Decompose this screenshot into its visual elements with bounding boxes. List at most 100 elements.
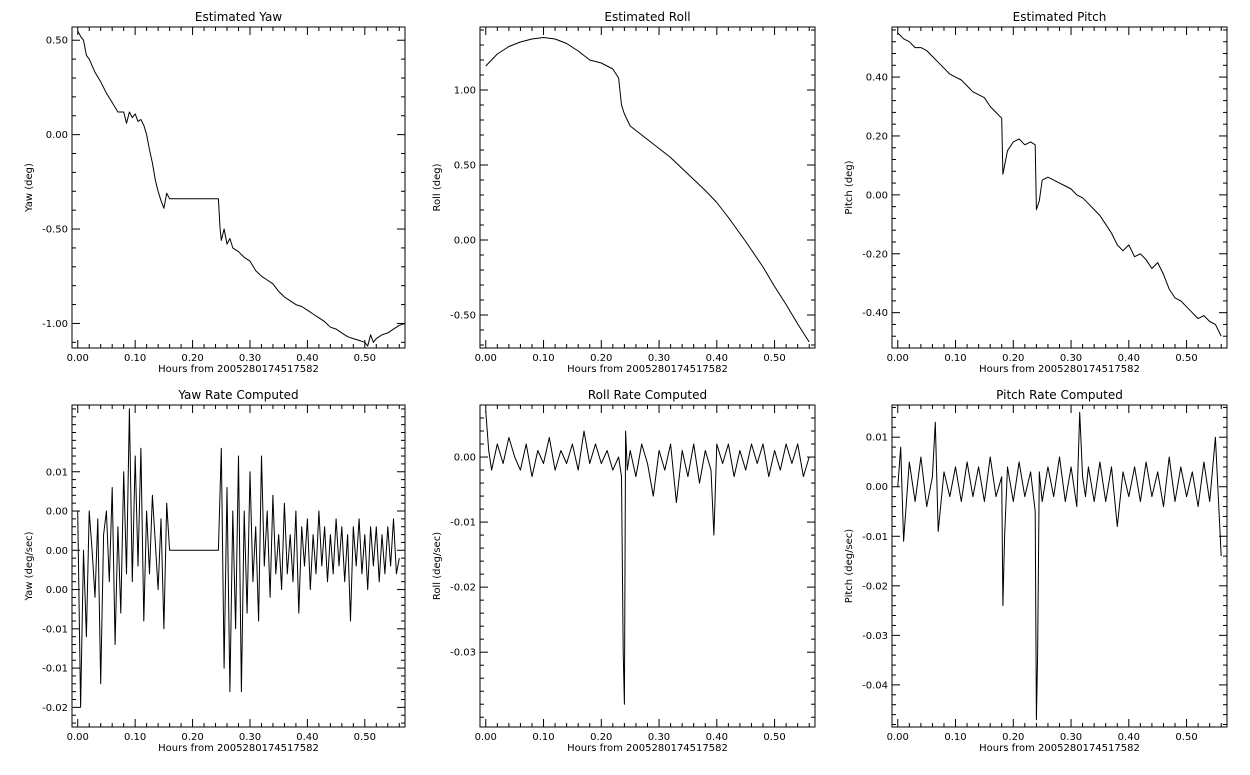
series-line <box>897 411 1222 721</box>
y-tick-label: 0.00 <box>454 236 476 247</box>
x-tick-label: 0.10 <box>124 353 146 364</box>
x-tick-label: 0.00 <box>67 353 89 364</box>
y-tick-label: 0.01 <box>46 467 68 478</box>
x-tick-label: 0.00 <box>67 732 89 743</box>
series-line <box>77 408 400 708</box>
y-axis-label: Yaw (deg/sec) <box>24 531 35 601</box>
y-tick-label: 0.00 <box>46 130 68 141</box>
y-tick-label: -0.01 <box>862 532 888 543</box>
series-line <box>897 32 1222 337</box>
series-line <box>485 37 810 343</box>
x-axis-label: Hours from 2005280174517582 <box>567 364 728 375</box>
y-axis-label: Pitch (deg) <box>844 160 855 214</box>
y-tick-label: 1.00 <box>454 86 476 97</box>
x-axis-label: Hours from 2005280174517582 <box>158 364 319 375</box>
x-tick-label: 0.20 <box>181 732 203 743</box>
x-tick-label: 0.30 <box>648 353 670 364</box>
x-tick-label: 0.40 <box>296 353 318 364</box>
chart-panel-2: Estimated Roll 0.00 0.10 0.20 0.30 0.40 0.50 -0… <box>432 10 816 375</box>
chart-title: Pitch Rate Computed <box>996 388 1123 402</box>
x-axis-label: Hours from 2005280174517582 <box>979 364 1140 375</box>
chart-panel-5: Roll Rate Computed 0.00 0.10 0.20 0.30 0.40 0.… <box>432 388 816 754</box>
y-tick-label: 0.00 <box>866 190 888 201</box>
x-tick-label: 0.20 <box>1002 732 1024 743</box>
x-tick-label: 0.10 <box>944 353 966 364</box>
plot-frame <box>479 26 816 349</box>
y-tick-label: 0.00 <box>46 585 68 596</box>
x-tick-label: 0.20 <box>590 353 612 364</box>
chart-title: Estimated Roll <box>604 10 690 24</box>
y-tick-label: 0.20 <box>866 131 888 142</box>
y-tick-label: 0.50 <box>46 36 68 47</box>
x-tick-label: 0.20 <box>1002 353 1024 364</box>
y-tick-label: -0.02 <box>862 581 888 592</box>
x-tick-label: 0.50 <box>354 353 376 364</box>
chart-title: Estimated Pitch <box>1013 10 1107 24</box>
x-tick-label: 0.50 <box>1175 353 1197 364</box>
x-tick-label: 0.50 <box>763 353 785 364</box>
y-tick-label: 0.01 <box>866 433 888 444</box>
x-tick-label: 0.20 <box>181 353 203 364</box>
y-tick-label: 0.00 <box>866 482 888 493</box>
x-tick-label: 0.50 <box>763 732 785 743</box>
y-tick-label: 0.00 <box>46 546 68 557</box>
y-tick-label: -0.20 <box>862 249 888 260</box>
x-tick-label: 0.50 <box>1175 732 1197 743</box>
x-tick-label: 0.40 <box>706 353 728 364</box>
x-axis-label: Hours from 2005280174517582 <box>567 743 728 754</box>
series-line <box>485 411 810 705</box>
chart-title: Yaw Rate Computed <box>177 388 298 402</box>
x-tick-label: 0.00 <box>887 732 909 743</box>
chart-title: Roll Rate Computed <box>588 388 707 402</box>
y-tick-label: -0.02 <box>42 703 68 714</box>
y-tick-label: -0.50 <box>42 225 68 236</box>
y-tick-label: -0.04 <box>862 680 888 691</box>
y-tick-label: -0.40 <box>862 308 888 319</box>
x-tick-label: 0.30 <box>648 732 670 743</box>
y-tick-label: -0.03 <box>450 648 476 659</box>
x-tick-label: 0.40 <box>1118 353 1140 364</box>
x-tick-label: 0.10 <box>532 732 554 743</box>
y-axis-label: Roll (deg) <box>432 163 443 211</box>
x-tick-label: 0.10 <box>944 732 966 743</box>
y-axis-label: Roll (deg/sec) <box>432 532 443 600</box>
y-tick-label: 0.00 <box>46 507 68 518</box>
plot-frame <box>71 26 406 349</box>
y-tick-label: -0.01 <box>42 664 68 675</box>
x-tick-label: 0.00 <box>475 732 497 743</box>
y-tick-label: -0.03 <box>862 631 888 642</box>
y-axis-label: Yaw (deg) <box>24 163 35 213</box>
x-tick-label: 0.30 <box>239 353 261 364</box>
x-tick-label: 0.30 <box>1060 353 1082 364</box>
chart-title: Estimated Yaw <box>195 10 282 24</box>
x-tick-label: 0.40 <box>296 732 318 743</box>
x-tick-label: 0.10 <box>532 353 554 364</box>
y-tick-label: 0.00 <box>454 453 476 464</box>
chart-panel-4: Yaw Rate Computed 0.00 0.10 0.20 0.30 0.40 0.5… <box>24 388 406 754</box>
y-tick-label: 0.40 <box>866 73 888 84</box>
x-tick-label: 0.30 <box>239 732 261 743</box>
x-tick-label: 0.10 <box>124 732 146 743</box>
y-tick-label: -0.02 <box>450 583 476 594</box>
x-tick-label: 0.30 <box>1060 732 1082 743</box>
chart-panel-1: Estimated Yaw 0.00 0.10 0.20 0.30 0.40 0.50 -1.… <box>24 10 406 375</box>
y-tick-label: -0.01 <box>450 518 476 529</box>
y-tick-label: -1.00 <box>42 319 68 330</box>
x-tick-label: 0.40 <box>1118 732 1140 743</box>
x-tick-label: 0.50 <box>354 732 376 743</box>
series-line <box>77 30 406 347</box>
y-tick-label: -0.50 <box>450 311 476 322</box>
x-tick-label: 0.20 <box>590 732 612 743</box>
chart-panel-3: Estimated Pitch 0.00 0.10 0.20 0.30 0.40 0.50 -… <box>844 10 1228 375</box>
x-tick-label: 0.00 <box>887 353 909 364</box>
y-tick-label: -0.01 <box>42 624 68 635</box>
y-axis-label: Pitch (deg/sec) <box>844 529 855 604</box>
y-tick-label: 0.50 <box>454 161 476 172</box>
x-axis-label: Hours from 2005280174517582 <box>979 743 1140 754</box>
x-axis-label: Hours from 2005280174517582 <box>158 743 319 754</box>
plot-frame <box>891 26 1228 349</box>
plot-frame <box>891 404 1228 728</box>
x-tick-label: 0.00 <box>475 353 497 364</box>
chart-panel-6: Pitch Rate Computed 0.00 0.10 0.20 0.30 0.40 0… <box>844 388 1228 754</box>
